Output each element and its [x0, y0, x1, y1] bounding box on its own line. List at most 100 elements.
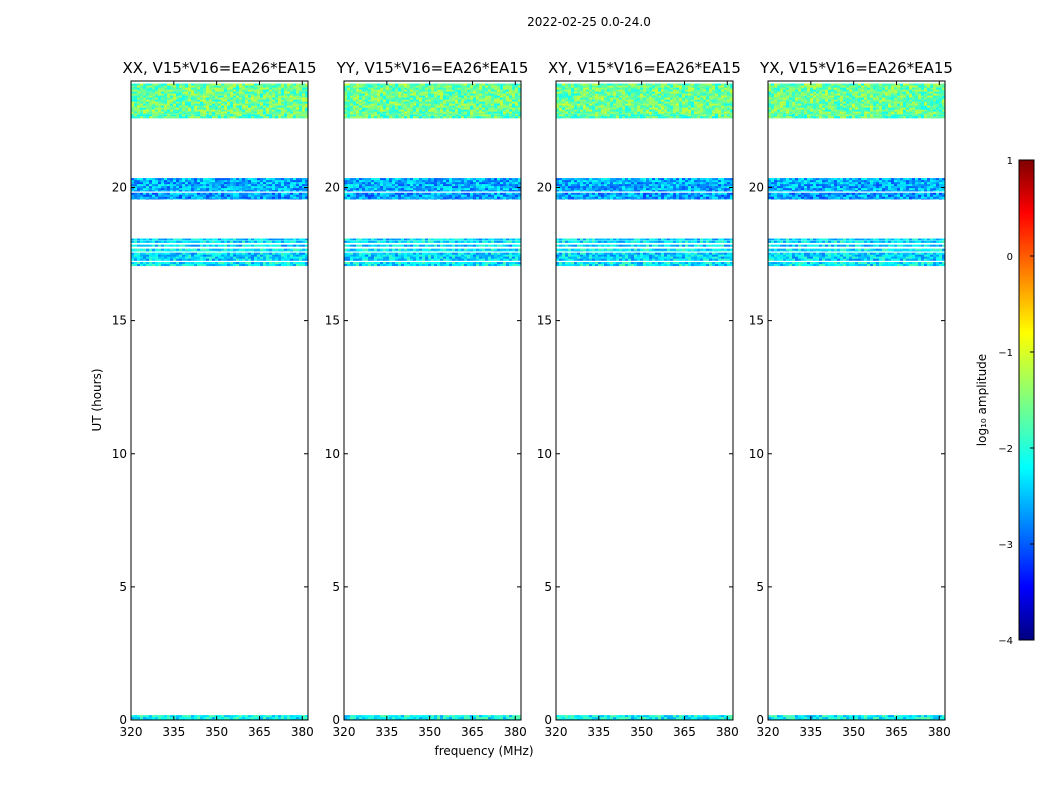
band-cell: [167, 262, 170, 265]
band-cell: [176, 95, 179, 98]
band-cell: [440, 91, 443, 94]
band-cell: [404, 192, 407, 195]
band-cell: [161, 111, 164, 114]
x-tick-label: 335: [162, 725, 185, 739]
band-cell: [209, 244, 212, 247]
band-cell: [416, 238, 419, 241]
band-cell: [398, 114, 401, 117]
band-cell: [242, 116, 245, 119]
band-cell: [416, 190, 419, 192]
band-cell: [422, 101, 425, 104]
band-cell: [191, 254, 194, 257]
band-cell: [191, 240, 194, 243]
band-cell: [383, 717, 386, 720]
band-cell: [383, 83, 386, 86]
band-cell: [413, 83, 416, 86]
band-cell: [239, 105, 242, 108]
band-cell: [221, 238, 224, 241]
band-cell: [383, 97, 386, 100]
band-cell: [290, 97, 293, 100]
band-cell: [518, 93, 521, 96]
band-cell: [347, 258, 350, 261]
band-cell: [365, 114, 368, 117]
band-cell: [500, 101, 503, 104]
band-cell: [461, 196, 464, 199]
band-cell: [137, 109, 140, 112]
band-cell: [368, 186, 371, 189]
band-cell: [431, 91, 434, 94]
band-cell: [470, 97, 473, 100]
band-cell: [371, 89, 374, 92]
band-cell: [161, 103, 164, 106]
band-cell: [377, 194, 380, 197]
band-cell: [431, 238, 434, 241]
band-cell: [494, 186, 497, 189]
band-cell: [356, 192, 359, 195]
band-cell: [218, 111, 221, 114]
band-cell: [461, 99, 464, 102]
band-cell: [353, 238, 356, 241]
band-cell: [455, 252, 458, 255]
band-cell: [464, 180, 467, 183]
band-cell: [383, 99, 386, 102]
band-cell: [185, 715, 188, 718]
band-cell: [512, 85, 515, 88]
band-cell: [437, 91, 440, 94]
band-cell: [422, 97, 425, 100]
band-cell: [449, 93, 452, 96]
band-cell: [509, 194, 512, 197]
band-cell: [194, 178, 197, 181]
band-cell: [368, 101, 371, 104]
y-tick-label: 15: [112, 314, 127, 328]
band-cell: [437, 83, 440, 86]
band-cell: [149, 190, 152, 192]
band-cell: [203, 95, 206, 98]
band-cell: [260, 264, 263, 267]
band-cell: [398, 182, 401, 185]
band-cell: [494, 194, 497, 197]
data-band: [344, 83, 521, 115]
band-cell: [299, 116, 302, 119]
band-cell: [305, 262, 308, 265]
band-cell: [452, 93, 455, 96]
band-cell: [278, 178, 281, 181]
band-cell: [233, 93, 236, 96]
band-cell: [350, 95, 353, 98]
band-cell: [173, 107, 176, 110]
band-cell: [188, 198, 191, 200]
band-cell: [236, 111, 239, 114]
band-cell: [374, 198, 377, 200]
band-cell: [404, 248, 407, 251]
band-cell: [161, 89, 164, 92]
band-cell: [416, 252, 419, 255]
band-cell: [371, 105, 374, 108]
band-cell: [374, 196, 377, 199]
band-cell: [194, 190, 197, 192]
band-cell: [158, 99, 161, 102]
band-cell: [452, 264, 455, 267]
band-cell: [368, 180, 371, 183]
band-cell: [281, 99, 284, 102]
band-cell: [425, 184, 428, 187]
band-cell: [200, 97, 203, 100]
band-cell: [242, 87, 245, 90]
band-cell: [302, 103, 305, 106]
band-cell: [257, 93, 260, 96]
band-cell: [506, 198, 509, 200]
band-cell: [233, 182, 236, 185]
band-cell: [230, 240, 233, 243]
band-cell: [299, 192, 302, 195]
band-cell: [455, 91, 458, 94]
band-cell: [482, 264, 485, 267]
band-cell: [452, 262, 455, 265]
band-cell: [479, 83, 482, 86]
band-cell: [224, 262, 227, 265]
band-cell: [212, 182, 215, 185]
band-cell: [413, 93, 416, 96]
band-cell: [422, 240, 425, 243]
band-cell: [296, 262, 299, 265]
band-cell: [488, 238, 491, 241]
band-cell: [512, 248, 515, 251]
band-cell: [266, 196, 269, 199]
band-cell: [401, 250, 404, 252]
